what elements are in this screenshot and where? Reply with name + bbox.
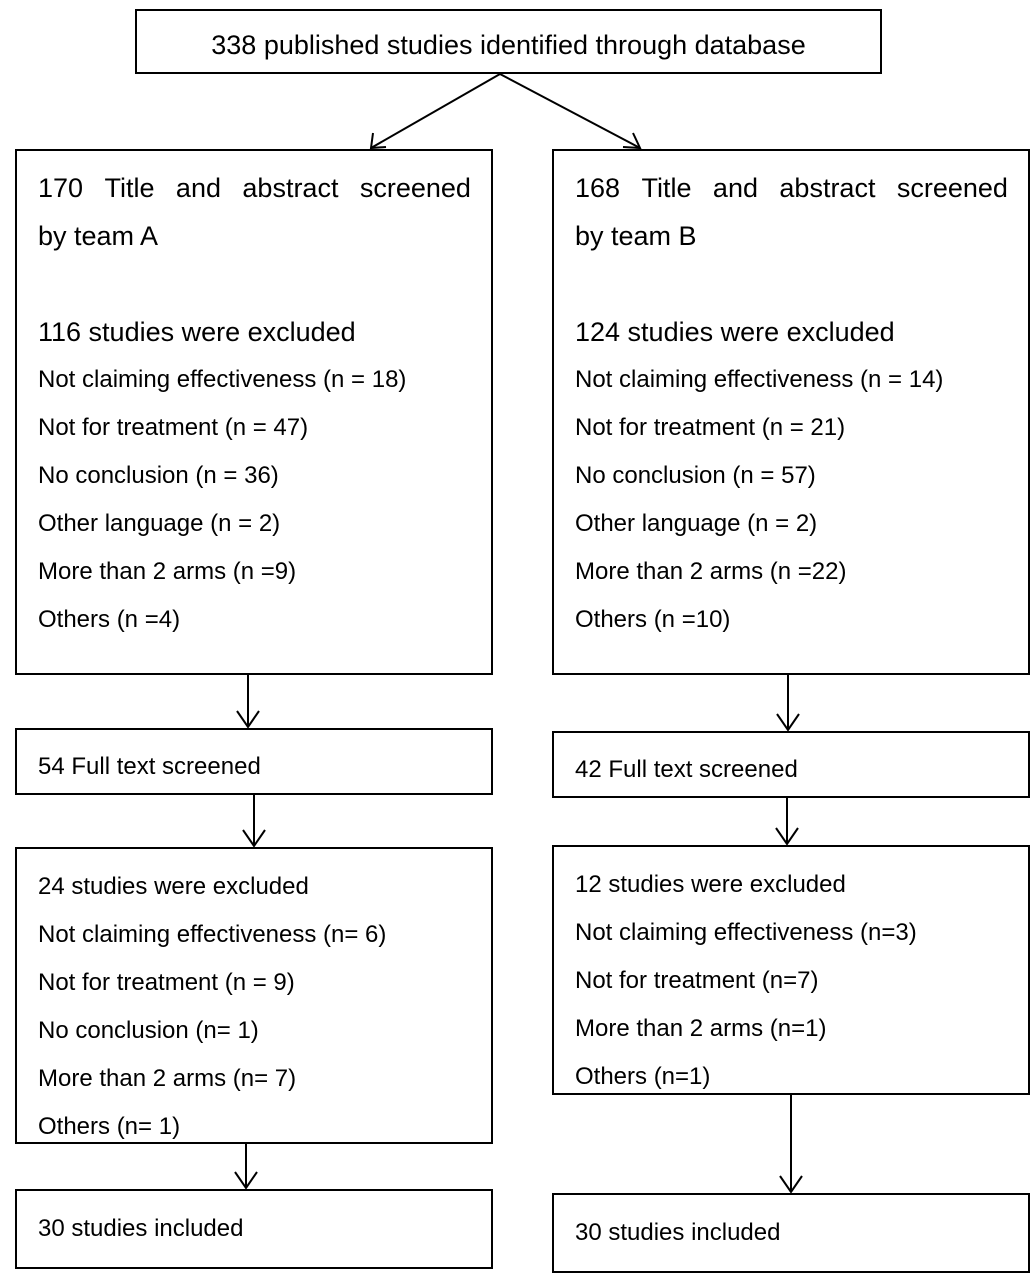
team-b-full-text-excluded-box: 12 studies were excluded Not claiming ef… bbox=[552, 845, 1030, 1095]
team-a-full-text-box: 54 Full text screened bbox=[15, 728, 493, 795]
team-b-screening-title-line2: by team B bbox=[575, 221, 697, 251]
team-a-full-excluded-item: Not for treatment (n = 9) bbox=[38, 969, 295, 996]
team-a-excluded-item: Others (n =4) bbox=[38, 606, 181, 633]
team-b-full-excluded-item: More than 2 arms (n=1) bbox=[575, 1015, 827, 1042]
team-a-excluded-header: 116 studies were excluded bbox=[38, 317, 356, 347]
team-b-full-excluded-header: 12 studies were excluded bbox=[575, 871, 846, 898]
team-b-included-box: 30 studies included bbox=[552, 1193, 1030, 1273]
team-a-screening-box: 170 Title and abstract screened by team … bbox=[15, 149, 493, 675]
arrowhead-team-b bbox=[622, 132, 642, 150]
team-a-excluded-item: Other language (n = 2) bbox=[38, 510, 281, 537]
identified-studies-box: 338 published studies identified through… bbox=[135, 9, 882, 74]
team-b-excluded-item: Other language (n = 2) bbox=[575, 510, 818, 537]
team-a-excluded-item: No conclusion (n = 36) bbox=[38, 462, 279, 489]
team-b-screening-title-line1: 168 Title and abstract screened bbox=[575, 173, 1008, 203]
team-b-excluded-item: Not for treatment (n = 21) bbox=[575, 414, 846, 441]
team-b-full-excluded-item: Not for treatment (n=7) bbox=[575, 967, 819, 994]
team-a-included-label: 30 studies included bbox=[38, 1215, 244, 1242]
arrow-to-team-a bbox=[370, 73, 501, 149]
team-b-full-text-box: 42 Full text screened bbox=[552, 731, 1030, 798]
team-a-full-excluded-item: Others (n= 1) bbox=[38, 1113, 181, 1140]
team-a-full-excluded-item: Not claiming effectiveness (n= 6) bbox=[38, 921, 387, 948]
team-a-excluded-item: Not claiming effectiveness (n = 18) bbox=[38, 366, 407, 393]
team-b-full-excluded-item: Not claiming effectiveness (n=3) bbox=[575, 919, 917, 946]
identified-studies-text: 338 published studies identified through… bbox=[211, 30, 806, 60]
team-b-excluded-item: More than 2 arms (n =22) bbox=[575, 558, 847, 585]
team-b-excluded-item: Others (n =10) bbox=[575, 606, 731, 633]
team-a-full-excluded-item: More than 2 arms (n= 7) bbox=[38, 1065, 297, 1092]
team-b-excluded-item: Not claiming effectiveness (n = 14) bbox=[575, 366, 944, 393]
team-b-full-excluded-item: Others (n=1) bbox=[575, 1063, 711, 1090]
team-a-full-text-excluded-box: 24 studies were excluded Not claiming ef… bbox=[15, 847, 493, 1144]
arrowhead-team-a bbox=[369, 132, 387, 150]
team-a-screening-title-line1: 170 Title and abstract screened bbox=[38, 173, 471, 203]
team-a-excluded-item: Not for treatment (n = 47) bbox=[38, 414, 309, 441]
team-a-excluded-item: More than 2 arms (n =9) bbox=[38, 558, 297, 585]
team-b-screening-box: 168 Title and abstract screened by team … bbox=[552, 149, 1030, 675]
arrow-to-team-b bbox=[499, 73, 641, 149]
team-a-screening-title-line2: by team A bbox=[38, 221, 159, 251]
team-b-full-text-label: 42 Full text screened bbox=[575, 756, 798, 783]
team-b-excluded-item: No conclusion (n = 57) bbox=[575, 462, 816, 489]
team-a-full-text-label: 54 Full text screened bbox=[38, 753, 261, 780]
team-a-full-excluded-header: 24 studies were excluded bbox=[38, 873, 309, 900]
team-b-included-label: 30 studies included bbox=[575, 1219, 781, 1246]
team-a-full-excluded-item: No conclusion (n= 1) bbox=[38, 1017, 259, 1044]
team-a-included-box: 30 studies included bbox=[15, 1189, 493, 1269]
team-b-excluded-header: 124 studies were excluded bbox=[575, 317, 895, 347]
